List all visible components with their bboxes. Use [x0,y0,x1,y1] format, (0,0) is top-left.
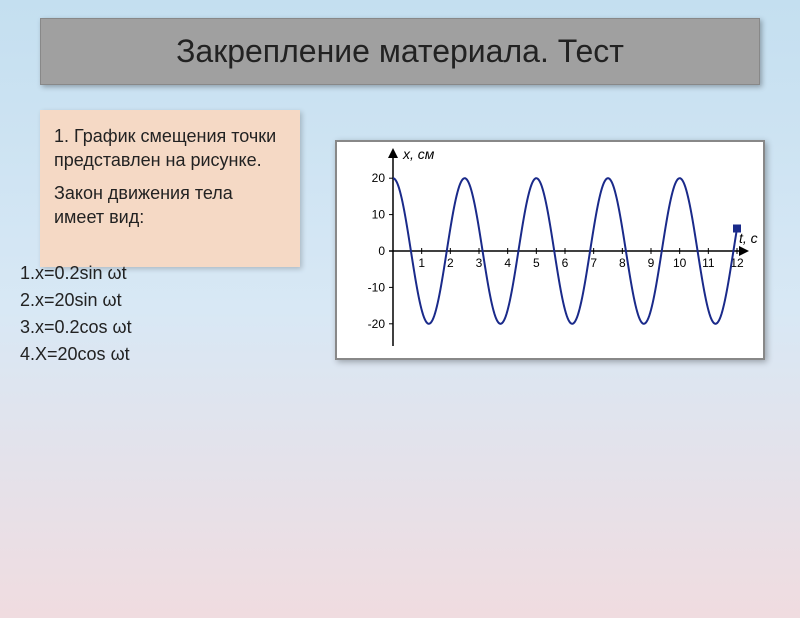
option-2: 2.x=20sin ωt [20,287,132,314]
answer-options: 1.x=0.2sin ωt 2.x=20sin ωt 3.x=0.2cos ωt… [20,260,132,368]
svg-text:2: 2 [447,256,454,270]
title-bar: Закрепление материала. Тест [40,18,760,85]
svg-text:4: 4 [504,256,511,270]
svg-text:7: 7 [590,256,597,270]
question-law: Закон движения тела имеет вид: [54,181,286,230]
option-4: 4.X=20cos ωt [20,341,132,368]
svg-text:6: 6 [562,256,569,270]
svg-text:5: 5 [533,256,540,270]
option-1: 1.x=0.2sin ωt [20,260,132,287]
page-title: Закрепление материала. Тест [61,33,739,70]
displacement-chart: x, смt, с20100-10-20123456789101112 [337,142,767,362]
svg-text:1: 1 [418,256,425,270]
svg-text:9: 9 [648,256,655,270]
svg-text:10: 10 [673,256,687,270]
svg-text:11: 11 [702,256,715,270]
svg-text:-20: -20 [368,317,386,331]
svg-text:8: 8 [619,256,626,270]
chart-container: x, смt, с20100-10-20123456789101112 [335,140,765,360]
svg-text:3: 3 [476,256,483,270]
svg-text:-10: -10 [368,280,386,294]
option-3: 3.x=0.2cos ωt [20,314,132,341]
question-box: 1. График смещения точки представлен на … [40,110,300,267]
svg-text:0: 0 [378,244,385,258]
svg-text:20: 20 [372,171,386,185]
question-intro: 1. График смещения точки представлен на … [54,124,286,173]
svg-text:10: 10 [372,208,386,222]
svg-text:x, см: x, см [402,146,435,162]
svg-text:t, с: t, с [739,230,758,246]
